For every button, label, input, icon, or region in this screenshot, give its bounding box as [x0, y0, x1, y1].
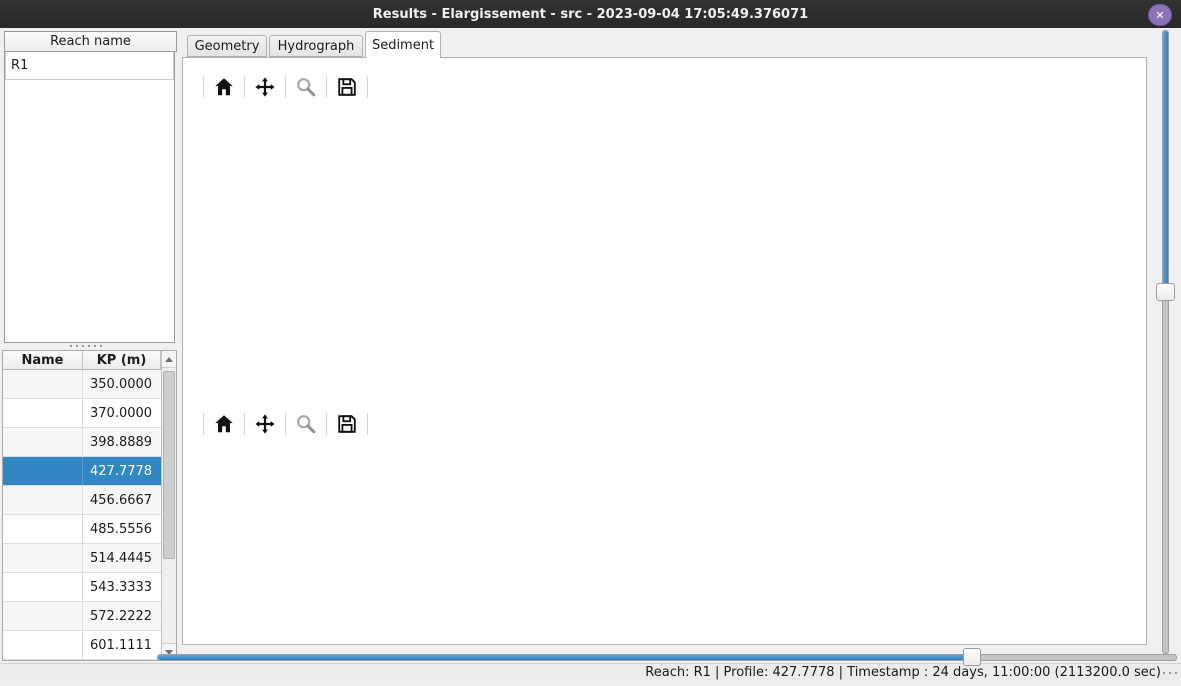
- column-header-name[interactable]: Name: [3, 351, 83, 370]
- reach-list[interactable]: R1: [4, 51, 175, 343]
- scroll-up-button[interactable]: [162, 351, 176, 368]
- sediment-tab-panel: [182, 57, 1147, 645]
- zoom-button[interactable]: [293, 74, 319, 100]
- table-row[interactable]: 572.2222: [3, 602, 161, 631]
- vertical-slider-fill: [1163, 31, 1168, 287]
- tab-hydrograph-label: Hydrograph: [277, 38, 355, 54]
- save-icon: [338, 415, 356, 433]
- pan-icon: [255, 414, 275, 434]
- table-row[interactable]: 456.6667: [3, 486, 161, 515]
- zoom-to-rect-icon: [297, 415, 316, 434]
- tab-geometry-label: Geometry: [194, 38, 260, 54]
- scroll-up-icon: [165, 356, 173, 362]
- sidebar-splitter-handle[interactable]: [70, 345, 102, 347]
- home-button[interactable]: [211, 411, 237, 437]
- pan-button[interactable]: [252, 74, 278, 100]
- vertical-slider-thumb[interactable]: [1156, 283, 1175, 301]
- table-row[interactable]: 543.3333: [3, 573, 161, 602]
- column-header-kp[interactable]: KP (m): [83, 351, 161, 370]
- table-row[interactable]: 601.1111: [3, 631, 161, 660]
- save-button[interactable]: [334, 411, 360, 437]
- title-bar[interactable]: Results - Elargissement - src - 2023-09-…: [0, 0, 1181, 28]
- close-button[interactable]: ✕: [1148, 4, 1172, 26]
- save-icon: [338, 78, 356, 96]
- close-icon: ✕: [1155, 8, 1165, 22]
- home-icon: [215, 415, 233, 433]
- tab-hydrograph[interactable]: Hydrograph: [269, 35, 363, 57]
- size-grip[interactable]: [1163, 672, 1177, 674]
- status-text: Reach: R1 | Profile: 427.7778 | Timestam…: [645, 665, 1161, 680]
- table-row-selected[interactable]: 427.7778: [3, 457, 161, 486]
- tab-sediment[interactable]: Sediment: [365, 31, 441, 58]
- profile-table: Name KP (m) 350.0000 370.0000 398.8889 4…: [2, 350, 177, 661]
- status-bar: Reach: R1 | Profile: 427.7778 | Timestam…: [0, 663, 1181, 681]
- reach-name-header-label: Reach name: [50, 34, 131, 49]
- reach-name-value: R1: [11, 58, 29, 73]
- table-row[interactable]: 485.5556: [3, 515, 161, 544]
- bottom-chart-toolbar: [196, 409, 375, 439]
- top-chart-toolbar: [196, 72, 375, 102]
- scroll-down-icon: [165, 649, 173, 655]
- home-button[interactable]: [211, 74, 237, 100]
- reach-list-item-r1[interactable]: R1: [5, 52, 174, 80]
- zoom-button[interactable]: [293, 411, 319, 437]
- timeline-slider-fill: [158, 655, 967, 660]
- pan-button[interactable]: [252, 411, 278, 437]
- timeline-slider-thumb[interactable]: [963, 648, 981, 666]
- home-icon: [215, 78, 233, 96]
- table-row[interactable]: 514.4445: [3, 544, 161, 573]
- pan-icon: [255, 77, 275, 97]
- table-row[interactable]: 350.0000: [3, 370, 161, 399]
- table-scrollbar[interactable]: [161, 351, 176, 660]
- table-row[interactable]: 398.8889: [3, 428, 161, 457]
- profile-table-header: Name KP (m): [3, 351, 176, 370]
- window-title: Results - Elargissement - src - 2023-09-…: [372, 6, 809, 22]
- table-scrollbar-thumb[interactable]: [163, 371, 175, 559]
- vertical-slider[interactable]: [1162, 30, 1169, 654]
- tab-sediment-label: Sediment: [371, 37, 435, 53]
- table-row[interactable]: 370.0000: [3, 399, 161, 428]
- tab-geometry[interactable]: Geometry: [187, 35, 267, 57]
- zoom-to-rect-icon: [297, 78, 316, 97]
- timeline-slider[interactable]: [157, 654, 1177, 661]
- save-button[interactable]: [334, 74, 360, 100]
- reach-name-header: Reach name: [4, 31, 177, 52]
